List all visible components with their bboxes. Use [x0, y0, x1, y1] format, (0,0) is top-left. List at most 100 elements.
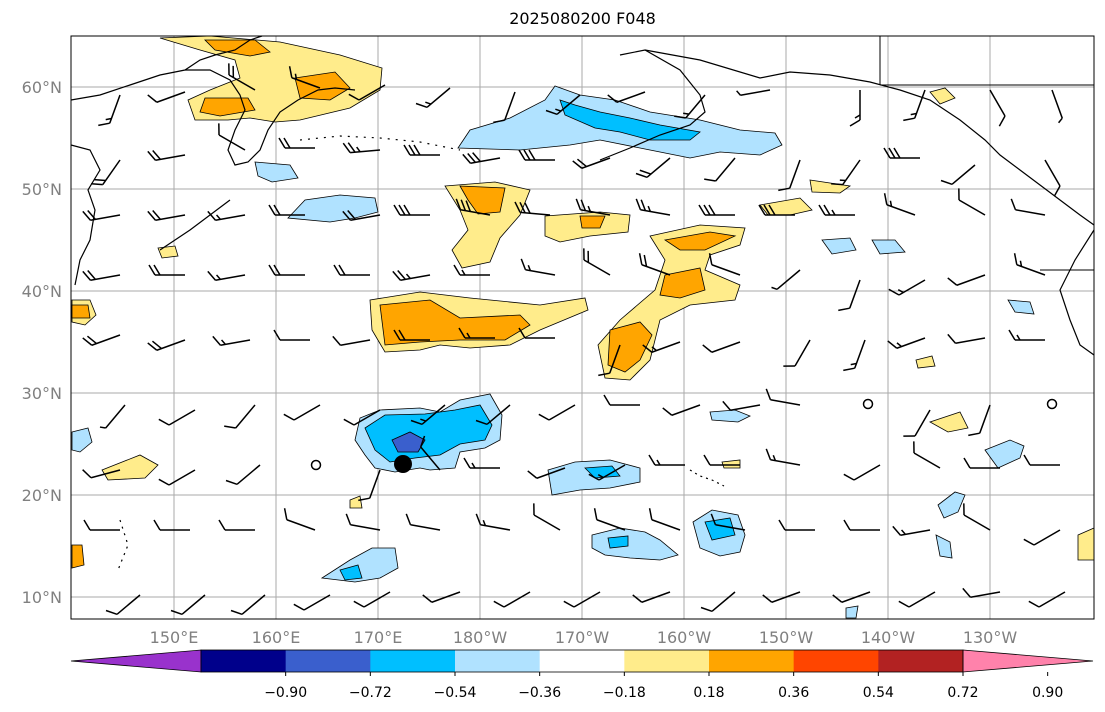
wind-barb	[563, 591, 601, 608]
contour-area	[607, 321, 653, 373]
colorbar-segment	[201, 650, 287, 672]
contour-area	[349, 495, 363, 509]
wind-barb	[170, 594, 206, 615]
wind-barb	[533, 503, 561, 531]
wind-barb	[420, 435, 441, 471]
wind-barb	[1013, 253, 1046, 276]
colorbar-segment	[455, 650, 541, 672]
wind-barb	[583, 248, 611, 276]
coastline-north-america	[1059, 229, 1095, 356]
calm-wind-markers	[310, 398, 1058, 471]
wind-barb	[410, 404, 446, 425]
wind-barb	[82, 334, 121, 346]
wind-barb	[268, 204, 305, 216]
contour-area	[607, 535, 629, 549]
wind-barb	[903, 89, 926, 122]
latitude-label: 30°N	[22, 384, 62, 403]
wind-barb	[632, 591, 671, 603]
wind-barb	[342, 142, 381, 154]
longitude-label: 150°E	[150, 628, 199, 647]
marked-location-dot	[394, 455, 412, 473]
wind-barb	[638, 253, 671, 276]
longitude-label: 170°W	[555, 628, 610, 647]
contour-area	[929, 87, 956, 105]
wind-barb	[888, 279, 926, 296]
wind-barb	[153, 519, 190, 531]
wind-barb	[82, 469, 121, 479]
wind-barb	[83, 519, 120, 531]
longitude-label: 180°W	[453, 628, 508, 647]
latitude-label: 20°N	[22, 486, 62, 505]
coastline-asia	[70, 144, 101, 286]
wind-barb	[1023, 529, 1061, 546]
colorbar-extend-low	[70, 649, 202, 673]
contour-area	[320, 547, 399, 583]
colorbar-tick-label: 0.36	[778, 685, 809, 701]
colorbar-segment	[878, 650, 964, 672]
wind-barb	[353, 591, 391, 608]
wind-barb	[207, 210, 246, 221]
wind-barb	[462, 152, 501, 164]
wind-barb	[147, 150, 186, 161]
wind-barb	[765, 388, 801, 406]
wind-barb	[968, 404, 991, 437]
wind-barb	[832, 591, 871, 603]
wind-barb	[273, 329, 310, 341]
contour-area	[101, 454, 159, 481]
calm-wind-circle	[310, 459, 322, 471]
colorbar-tick-label: −0.36	[518, 685, 561, 701]
contour-area	[845, 605, 859, 619]
wind-barb	[493, 91, 516, 124]
contour-area	[287, 194, 379, 223]
wind-barb	[1010, 198, 1046, 216]
shaded-anomaly-field	[71, 35, 1095, 619]
contour-area	[294, 71, 351, 101]
wind-barb	[588, 464, 626, 481]
wind-barb	[635, 157, 671, 178]
wind-barb	[708, 253, 741, 276]
wind-barb	[903, 409, 931, 437]
contour-area	[157, 245, 179, 259]
contour-area	[659, 267, 706, 299]
wind-barb	[1051, 89, 1063, 124]
wind-barb	[207, 270, 246, 281]
latitude-labels: 60°N 50°N 40°N 30°N 20°N 10°N	[22, 78, 62, 607]
wind-barb	[218, 519, 255, 531]
longitude-label: 140°W	[861, 628, 916, 647]
wind-barb	[674, 94, 706, 119]
wind-barb	[1028, 591, 1066, 608]
wind-barb	[527, 467, 566, 479]
colorbar-segment	[709, 650, 795, 672]
wind-barb	[278, 137, 315, 149]
contour-area	[584, 465, 621, 479]
wind-barb	[778, 519, 815, 531]
wind-barb	[343, 409, 381, 426]
wind-barb	[736, 89, 771, 96]
wind-barb	[268, 264, 305, 276]
wind-barb	[603, 394, 640, 406]
wind-barb	[545, 94, 581, 115]
wind-barb	[283, 404, 321, 421]
longitude-label: 170°E	[354, 628, 403, 647]
map-title: 2025080200 F048	[509, 9, 656, 28]
colorbar-segment	[370, 650, 456, 672]
contour-area	[339, 564, 363, 581]
contour-area	[984, 439, 1025, 469]
wind-barb	[348, 84, 386, 101]
contour-area	[379, 299, 531, 346]
wind-barb	[98, 94, 121, 127]
wind-barb	[147, 210, 186, 221]
kuril-islands	[159, 199, 231, 251]
contour-area	[937, 491, 966, 519]
wind-barb	[518, 149, 555, 161]
wind-barb	[843, 464, 881, 481]
wind-barb	[475, 404, 511, 425]
colorbar-segment	[624, 650, 710, 672]
wind-barb	[358, 469, 381, 502]
colorbar-segment	[539, 650, 625, 672]
colorbar-tick-label: 0.90	[1032, 685, 1063, 701]
wind-barb	[963, 457, 1000, 469]
wind-barb	[989, 89, 1006, 127]
coastline-siberia	[70, 35, 263, 101]
